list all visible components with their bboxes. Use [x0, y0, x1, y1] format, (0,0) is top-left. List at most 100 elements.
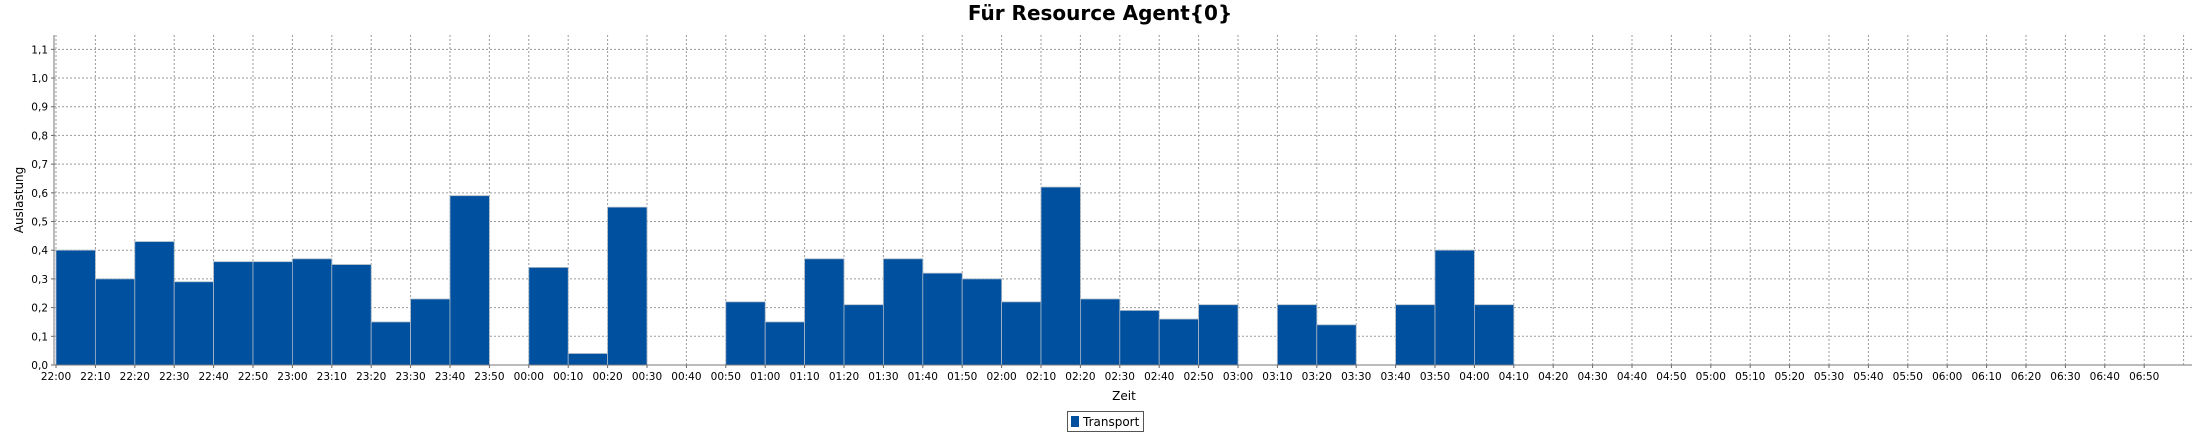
chart-title: Für Resource Agent{0}	[967, 1, 1233, 25]
y-tick-label: 0,1	[31, 331, 48, 343]
x-tick-label: 04:10	[1499, 371, 1529, 383]
bar	[55, 249, 96, 366]
bar	[1119, 310, 1160, 366]
y-tick-label: 0,7	[31, 159, 48, 171]
x-tick-label: 02:30	[1105, 371, 1135, 383]
bar	[567, 353, 609, 366]
y-tick-label: 0,4	[31, 245, 48, 257]
x-tick-label: 01:20	[829, 371, 859, 383]
bar	[764, 321, 806, 366]
bar	[449, 195, 490, 366]
x-tick-label: 23:30	[395, 371, 425, 383]
x-axis-title: Zeit	[1112, 389, 1136, 403]
legend-swatch-transport	[1071, 416, 1079, 427]
x-tick-label: 02:00	[986, 371, 1016, 383]
bar	[213, 261, 254, 366]
y-axis-title: Auslastung	[12, 167, 26, 234]
grid-lines	[54, 35, 2192, 366]
x-tick-label: 00:10	[553, 371, 583, 383]
bar	[804, 258, 845, 366]
x-tick-label: 04:40	[1617, 371, 1647, 383]
x-tick-label: 00:20	[592, 371, 622, 383]
x-tick-label: 06:40	[2090, 371, 2120, 383]
x-tick-label: 22:00	[41, 371, 71, 383]
x-tick-label: 05:50	[1893, 371, 1923, 383]
x-tick-label: 00:50	[711, 371, 741, 383]
bar	[961, 278, 1003, 366]
bar	[1395, 304, 1436, 366]
y-tick-label: 0,8	[31, 130, 48, 142]
x-tick-label: 03:20	[1302, 371, 1332, 383]
x-tick-label: 04:30	[1577, 371, 1607, 383]
x-tick-label: 03:40	[1380, 371, 1410, 383]
legend: Transport	[1067, 411, 1145, 432]
bar	[252, 261, 293, 366]
y-tick-label: 0,9	[31, 102, 48, 114]
x-tick-label: 02:10	[1026, 371, 1056, 383]
x-tick-label: 05:30	[1814, 371, 1844, 383]
x-tick-label: 00:30	[632, 371, 662, 383]
x-tick-label: 06:20	[2011, 371, 2041, 383]
y-tick-label: 0,2	[31, 303, 48, 315]
bar	[843, 304, 884, 366]
x-tick-label: 23:50	[474, 371, 504, 383]
x-tick-label: 22:10	[80, 371, 110, 383]
bar	[410, 298, 451, 366]
x-tick-label: 02:20	[1065, 371, 1095, 383]
bar	[134, 241, 175, 366]
x-tick-label: 01:00	[750, 371, 780, 383]
x-tick-label: 22:40	[198, 371, 228, 383]
x-tick-label: 01:50	[947, 371, 977, 383]
y-tick-label: 0,5	[31, 217, 48, 229]
bar	[1158, 318, 1199, 366]
x-tick-label: 22:50	[238, 371, 268, 383]
bar	[1277, 304, 1318, 366]
bar	[331, 264, 372, 366]
bar	[1001, 301, 1042, 366]
x-tick-label: 05:40	[1853, 371, 1883, 383]
bar	[1316, 324, 1357, 366]
x-tick-label: 06:00	[1932, 371, 1962, 383]
x-axis: 22:00 22:10 22:20 22:30 22:40 22:50 23:00 23:10…	[41, 364, 2192, 383]
x-tick-label: 00:40	[671, 371, 701, 383]
bar	[95, 278, 136, 366]
bar	[1040, 186, 1081, 366]
x-tick-label: 05:20	[1774, 371, 1804, 383]
bar	[607, 206, 648, 366]
x-tick-label: 06:30	[2050, 371, 2080, 383]
bar-series-transport	[55, 186, 1515, 366]
y-tick-label: 0,0	[31, 360, 48, 372]
x-tick-label: 01:30	[868, 371, 898, 383]
x-tick-label: 03:30	[1341, 371, 1371, 383]
x-tick-label: 23:00	[277, 371, 307, 383]
x-tick-label: 03:00	[1223, 371, 1253, 383]
x-tick-label: 00:00	[514, 371, 544, 383]
x-tick-label: 02:40	[1144, 371, 1174, 383]
y-tick-label: 1,1	[31, 44, 48, 56]
bar	[725, 301, 766, 366]
bar	[1198, 304, 1239, 366]
bar	[922, 272, 963, 366]
legend-label-transport: Transport	[1083, 414, 1140, 429]
x-tick-label: 23:20	[356, 371, 386, 383]
y-tick-label: 0,6	[31, 188, 48, 200]
bar	[291, 258, 333, 366]
x-tick-label: 04:20	[1538, 371, 1568, 383]
bar	[1474, 304, 1515, 366]
x-tick-label: 03:50	[1420, 371, 1450, 383]
x-tick-label: 06:10	[1971, 371, 2001, 383]
bar	[370, 321, 412, 366]
x-tick-label: 01:10	[789, 371, 819, 383]
x-tick-label: 23:40	[435, 371, 465, 383]
bar	[173, 281, 214, 366]
bar	[528, 267, 569, 366]
x-tick-label: 04:00	[1459, 371, 1489, 383]
x-tick-label: 04:50	[1656, 371, 1686, 383]
x-tick-label: 22:20	[120, 371, 150, 383]
bar	[883, 258, 924, 366]
bar	[1080, 298, 1121, 366]
x-tick-label: 03:10	[1262, 371, 1292, 383]
y-tick-label: 1,0	[31, 73, 48, 85]
x-tick-label: 01:40	[908, 371, 938, 383]
